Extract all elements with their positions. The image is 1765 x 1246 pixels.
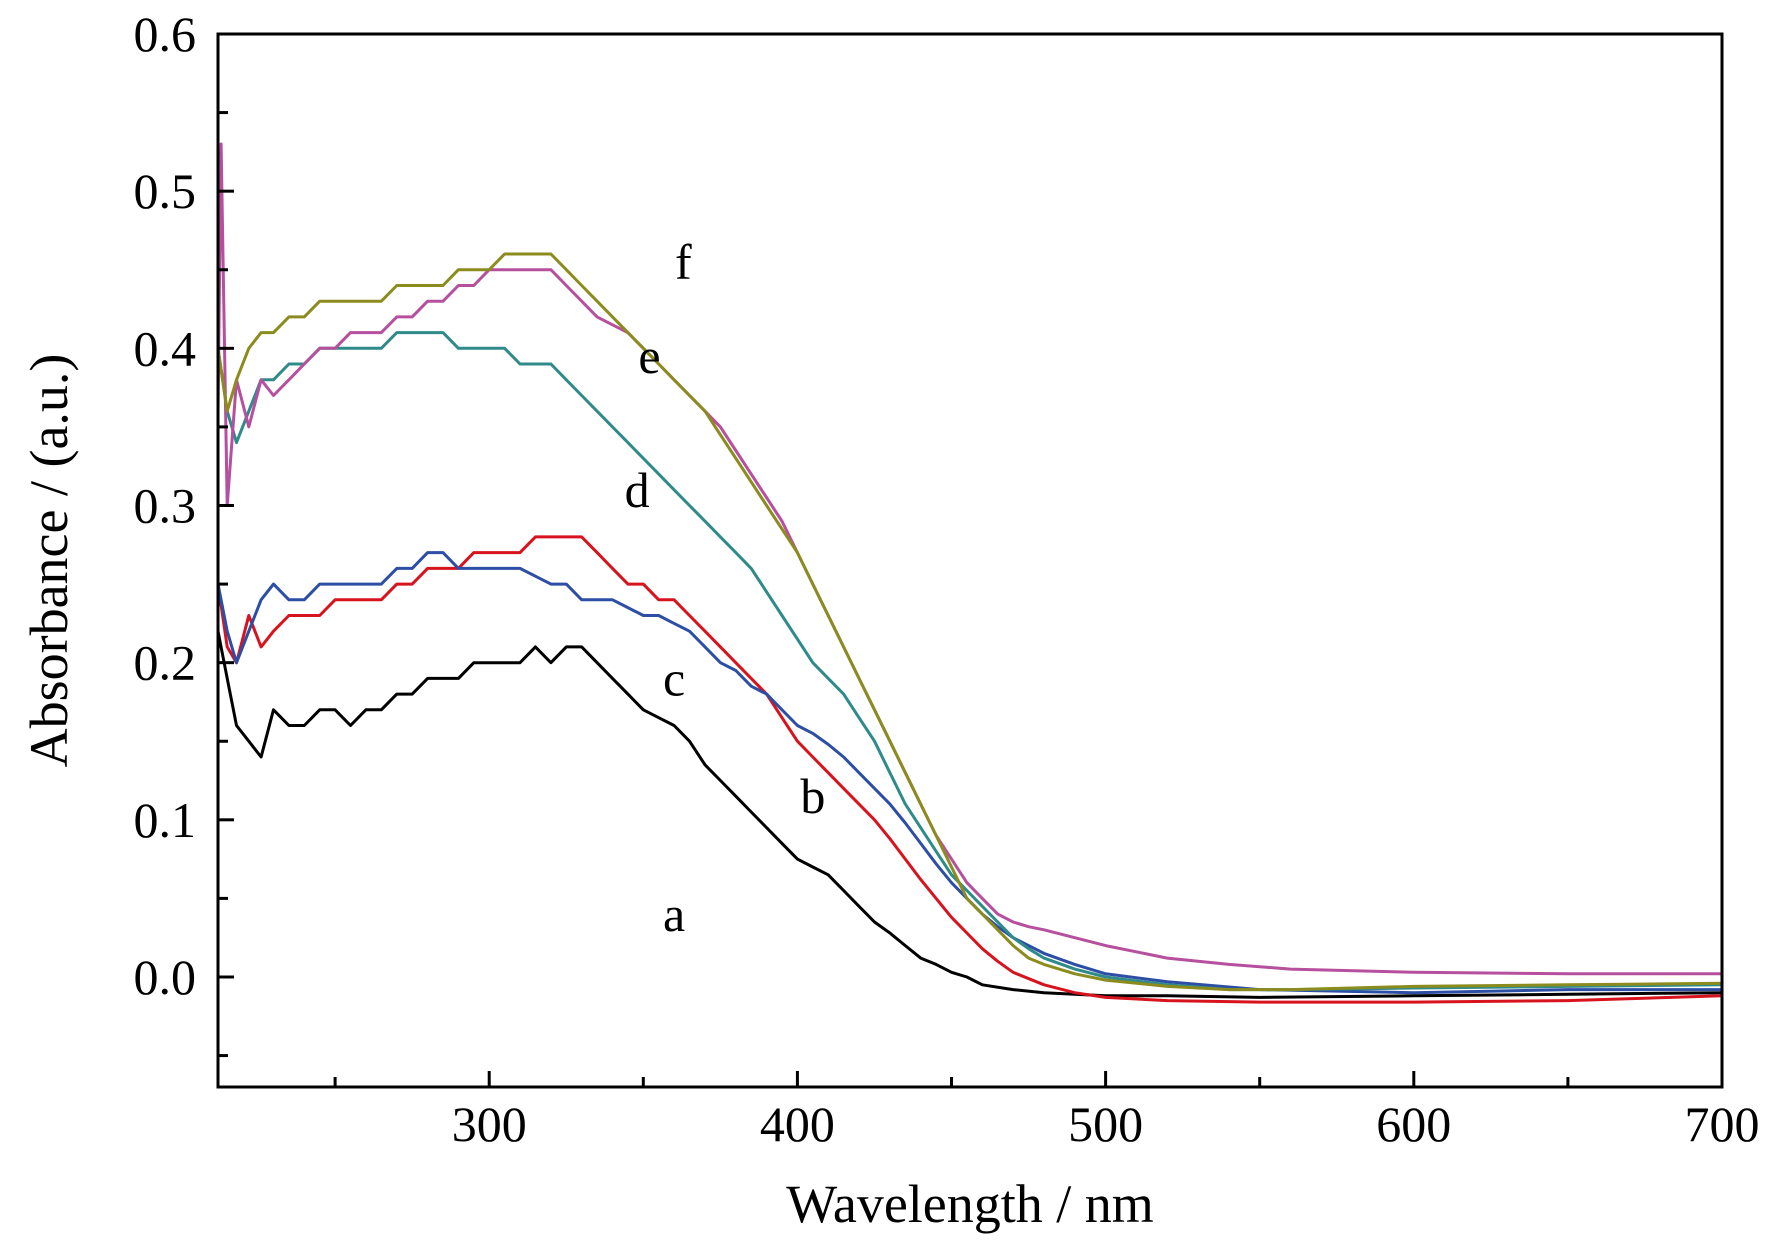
series-layer bbox=[216, 142, 1723, 1004]
x-tick-label: 400 bbox=[760, 1096, 835, 1152]
ticks-layer bbox=[218, 32, 1724, 1087]
y-tick-label: 0.4 bbox=[134, 320, 197, 376]
curve-label-f: f bbox=[675, 234, 692, 290]
series-line-b bbox=[216, 535, 1723, 1004]
y-tick-label: 0.1 bbox=[134, 792, 197, 848]
x-axis-title: Wavelength / nm bbox=[786, 1174, 1154, 1234]
y-tick-label: 0.3 bbox=[134, 477, 197, 533]
plot-frame bbox=[216, 32, 1724, 1089]
y-tick-label: 0.6 bbox=[134, 6, 197, 62]
x-tick-label: 700 bbox=[1685, 1096, 1760, 1152]
series-line-d bbox=[216, 331, 1723, 992]
curve-label-a: a bbox=[663, 886, 685, 942]
x-tick-label: 300 bbox=[452, 1096, 527, 1152]
x-tick-label: 500 bbox=[1068, 1096, 1143, 1152]
tick-labels-layer: 300 400 500 600 700 0.0 0.1 0.2 0.3 0.4 0.5 0.6 bbox=[134, 6, 1760, 1152]
series-line-e bbox=[216, 142, 1722, 976]
y-tick-label: 0.5 bbox=[134, 163, 197, 219]
curve-label-b: b bbox=[800, 768, 825, 824]
curve-labels-layer: a b c d ef bbox=[625, 234, 826, 942]
curve-label-c: c bbox=[663, 650, 685, 706]
y-tick-label: 0.0 bbox=[134, 949, 197, 1005]
x-tick-label: 600 bbox=[1376, 1096, 1451, 1152]
series-line-c bbox=[216, 551, 1722, 995]
curve-label-d: d bbox=[625, 462, 650, 518]
y-axis-title: Absorbance / (a.u.) bbox=[19, 354, 79, 768]
curve-label-e: e bbox=[638, 328, 660, 384]
y-tick-label: 0.2 bbox=[134, 635, 197, 691]
series-line-f bbox=[216, 252, 1723, 992]
series-line-a bbox=[216, 630, 1723, 999]
